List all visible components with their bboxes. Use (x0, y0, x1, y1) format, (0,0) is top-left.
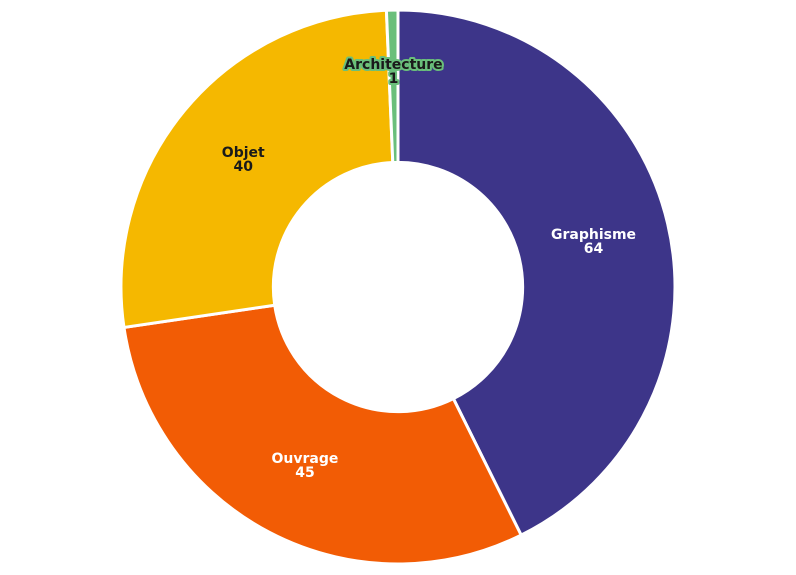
slice-value-graphisme: 64 (584, 241, 604, 257)
slice-graphisme[interactable] (396, 8, 677, 538)
slice-label-graphisme: Graphisme (551, 227, 636, 243)
slice-value-architecture: 1 (389, 71, 399, 87)
slice-value-objet: 40 (234, 159, 254, 175)
slice-value-ouvrage: 45 (295, 465, 314, 481)
slice-label-ouvrage: Ouvrage (272, 451, 339, 467)
slice-architecture[interactable] (384, 8, 400, 165)
slice-objet[interactable] (119, 8, 395, 330)
slices-layer (119, 8, 677, 566)
slice-label-architecture: Architecture (344, 57, 442, 73)
slice-label-objet: Objet (222, 145, 265, 161)
slice-ouvrage[interactable] (122, 303, 524, 566)
